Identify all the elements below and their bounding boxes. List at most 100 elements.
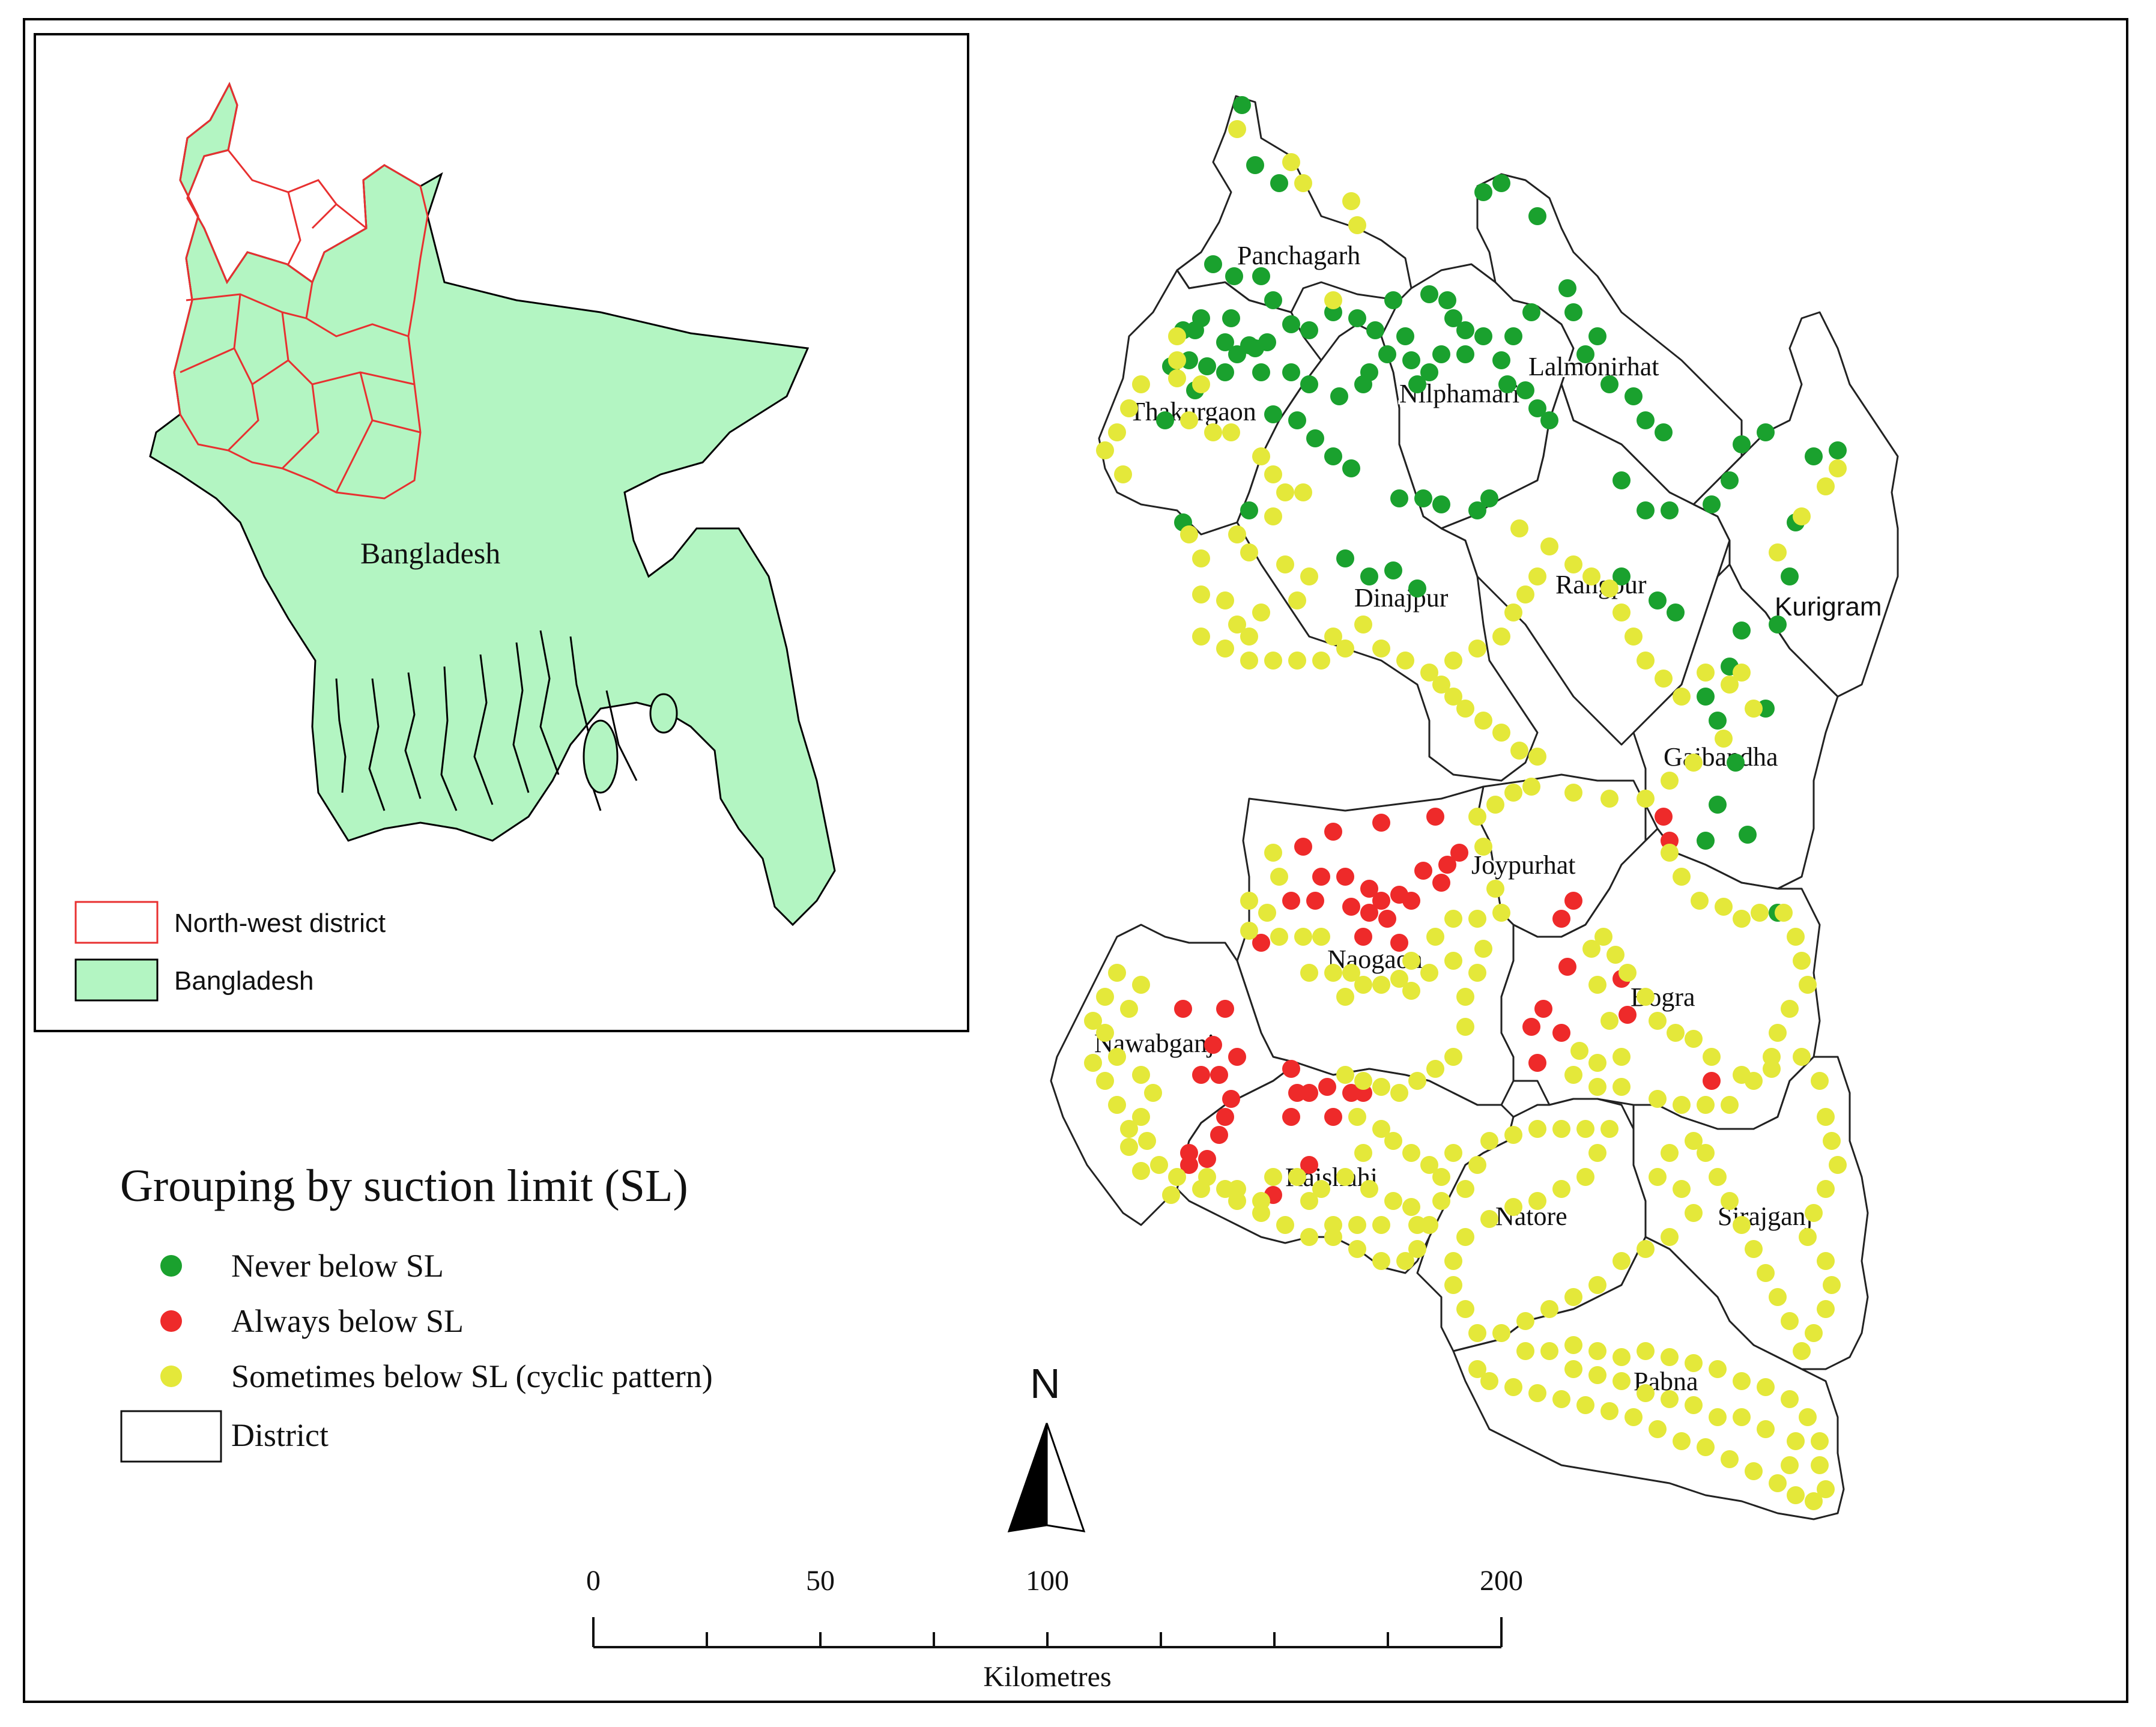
well-sometimes-below-sl <box>1096 1024 1114 1042</box>
well-sometimes-below-sl <box>1504 1126 1522 1144</box>
well-sometimes-below-sl <box>1721 1450 1739 1468</box>
well-always-below-sl <box>1390 934 1408 952</box>
well-sometimes-below-sl <box>1216 640 1234 658</box>
well-sometimes-below-sl <box>1264 1168 1282 1186</box>
well-sometimes-below-sl <box>1661 1348 1679 1366</box>
well-sometimes-below-sl <box>1709 1360 1727 1378</box>
well-sometimes-below-sl <box>1468 1324 1486 1342</box>
well-sometimes-below-sl <box>1817 1180 1835 1198</box>
well-always-below-sl <box>1360 880 1378 898</box>
well-never-below-sl <box>1588 327 1606 345</box>
well-sometimes-below-sl <box>1192 549 1210 567</box>
well-sometimes-below-sl <box>1264 465 1282 483</box>
district-boundaries <box>1050 95 1899 1520</box>
well-never-below-sl <box>1348 309 1366 327</box>
well-sometimes-below-sl <box>1697 1144 1715 1162</box>
well-always-below-sl <box>1564 892 1582 910</box>
well-sometimes-below-sl <box>1144 1084 1162 1102</box>
scale-unit-label: Kilometres <box>983 1661 1111 1693</box>
well-sometimes-below-sl <box>1721 1192 1739 1210</box>
well-sometimes-below-sl <box>1402 1198 1420 1216</box>
well-sometimes-below-sl <box>1294 483 1312 501</box>
district-panchagarh <box>1176 95 1413 313</box>
well-sometimes-below-sl <box>1528 748 1546 766</box>
well-sometimes-below-sl <box>1763 1060 1781 1078</box>
well-sometimes-below-sl <box>1612 1078 1631 1096</box>
well-never-below-sl <box>1474 183 1492 201</box>
well-sometimes-below-sl <box>1781 1312 1799 1330</box>
well-sometimes-below-sl <box>1240 892 1258 910</box>
well-sometimes-below-sl <box>1168 351 1186 369</box>
district-label-dinajpur: Dinajpur <box>1354 583 1449 612</box>
well-sometimes-below-sl <box>1096 441 1114 459</box>
well-never-below-sl <box>1384 291 1402 309</box>
well-sometimes-below-sl <box>1685 1030 1703 1048</box>
well-sometimes-below-sl <box>1444 688 1462 706</box>
well-sometimes-below-sl <box>1084 1012 1102 1030</box>
well-sometimes-below-sl <box>1432 676 1450 694</box>
scale-label-0: 0 <box>586 1565 601 1597</box>
well-sometimes-below-sl <box>1192 1180 1210 1198</box>
well-never-below-sl <box>1438 291 1456 309</box>
well-sometimes-below-sl <box>1252 447 1270 465</box>
well-sometimes-below-sl <box>1486 796 1504 814</box>
well-sometimes-below-sl <box>1270 868 1288 886</box>
well-sometimes-below-sl <box>1354 1144 1372 1162</box>
well-sometimes-below-sl <box>1600 1120 1619 1138</box>
map-frame <box>23 18 2128 1703</box>
well-sometimes-below-sl <box>1564 1336 1582 1354</box>
well-always-below-sl <box>1655 808 1673 826</box>
well-sometimes-below-sl <box>1132 1162 1150 1180</box>
well-sometimes-below-sl <box>1348 216 1366 234</box>
well-sometimes-below-sl <box>1745 700 1763 718</box>
well-sometimes-below-sl <box>1715 898 1733 916</box>
well-sometimes-below-sl <box>1420 1156 1438 1174</box>
well-never-below-sl <box>1264 405 1282 423</box>
well-always-below-sl <box>1426 808 1444 826</box>
well-always-below-sl <box>1210 1126 1228 1144</box>
scale-label-100: 100 <box>1026 1565 1069 1597</box>
well-always-below-sl <box>1450 844 1468 862</box>
well-sometimes-below-sl <box>1775 904 1793 922</box>
well-sometimes-below-sl <box>1685 1396 1703 1414</box>
well-sometimes-below-sl <box>1588 1078 1606 1096</box>
well-sometimes-below-sl <box>1420 664 1438 682</box>
well-never-below-sl <box>1721 471 1739 489</box>
well-sometimes-below-sl <box>1336 640 1354 658</box>
well-sometimes-below-sl <box>1288 1168 1306 1186</box>
well-sometimes-below-sl <box>1600 790 1619 808</box>
well-sometimes-below-sl <box>1132 976 1150 994</box>
well-never-below-sl <box>1225 267 1243 285</box>
well-never-below-sl <box>1228 345 1246 363</box>
well-never-below-sl <box>1246 339 1264 357</box>
well-never-below-sl <box>1456 321 1474 339</box>
well-sometimes-below-sl <box>1180 525 1198 543</box>
well-sometimes-below-sl <box>1673 1096 1691 1114</box>
well-sometimes-below-sl <box>1336 1066 1354 1084</box>
well-sometimes-below-sl <box>1276 555 1294 573</box>
well-sometimes-below-sl <box>1444 652 1462 670</box>
well-sometimes-below-sl <box>1540 1300 1558 1318</box>
well-sometimes-below-sl <box>1619 964 1637 982</box>
well-sometimes-below-sl <box>1240 922 1258 940</box>
well-never-below-sl <box>1222 309 1240 327</box>
well-sometimes-below-sl <box>1757 1420 1775 1438</box>
well-sometimes-below-sl <box>1132 375 1150 393</box>
well-never-below-sl <box>1697 688 1715 706</box>
well-always-below-sl <box>1228 1048 1246 1066</box>
well-always-below-sl <box>1619 1006 1637 1024</box>
legend-title: Grouping by suction limit (SL) <box>120 1161 688 1211</box>
well-sometimes-below-sl <box>1805 1324 1823 1342</box>
well-sometimes-below-sl <box>1504 1198 1522 1216</box>
well-sometimes-below-sl <box>1673 868 1691 886</box>
well-sometimes-below-sl <box>1264 507 1282 525</box>
well-sometimes-below-sl <box>1757 1264 1775 1282</box>
well-never-below-sl <box>1288 411 1306 429</box>
well-sometimes-below-sl <box>1120 399 1138 417</box>
well-sometimes-below-sl <box>1516 1312 1534 1330</box>
well-sometimes-below-sl <box>1793 1342 1811 1360</box>
well-always-below-sl <box>1372 814 1390 832</box>
well-sometimes-below-sl <box>1492 1324 1510 1342</box>
well-never-below-sl <box>1246 156 1264 174</box>
well-sometimes-below-sl <box>1769 1288 1787 1306</box>
